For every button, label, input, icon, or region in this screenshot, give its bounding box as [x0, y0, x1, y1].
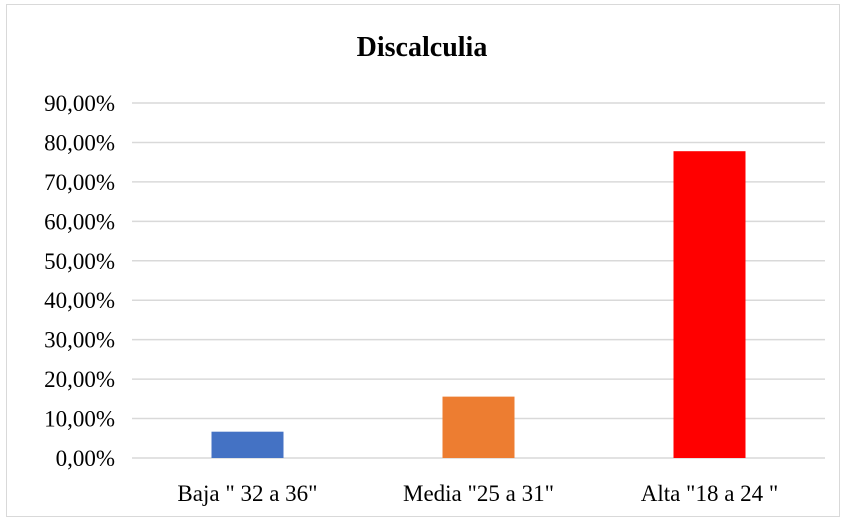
- x-category-label: Alta "18 a 24 ": [641, 481, 779, 506]
- chart-title: Discalculia: [356, 32, 488, 63]
- y-axis-tick-labels: 0,00% 10,00% 20,00% 30,00% 40,00% 50,00% 60,00…: [44, 91, 115, 471]
- y-tick-label: 0,00%: [56, 446, 115, 471]
- x-axis-category-labels: Baja " 32 a 36" Media "25 a 31" Alta "18 a…: [177, 481, 778, 506]
- y-tick-label: 30,00%: [44, 328, 115, 353]
- y-tick-label: 10,00%: [44, 407, 115, 432]
- y-tick-label: 70,00%: [44, 170, 115, 195]
- bars: [211, 151, 746, 458]
- y-tick-label: 20,00%: [44, 367, 115, 392]
- y-tick-label: 50,00%: [44, 249, 115, 274]
- x-category-label: Baja " 32 a 36": [177, 481, 317, 506]
- y-tick-label: 60,00%: [44, 209, 115, 234]
- y-tick-label: 80,00%: [44, 130, 115, 155]
- bar: [211, 431, 284, 458]
- bar: [673, 151, 746, 458]
- x-category-label: Media "25 a 31": [403, 481, 554, 506]
- bar: [442, 396, 515, 458]
- y-tick-label: 90,00%: [44, 91, 115, 116]
- y-tick-label: 40,00%: [44, 288, 115, 313]
